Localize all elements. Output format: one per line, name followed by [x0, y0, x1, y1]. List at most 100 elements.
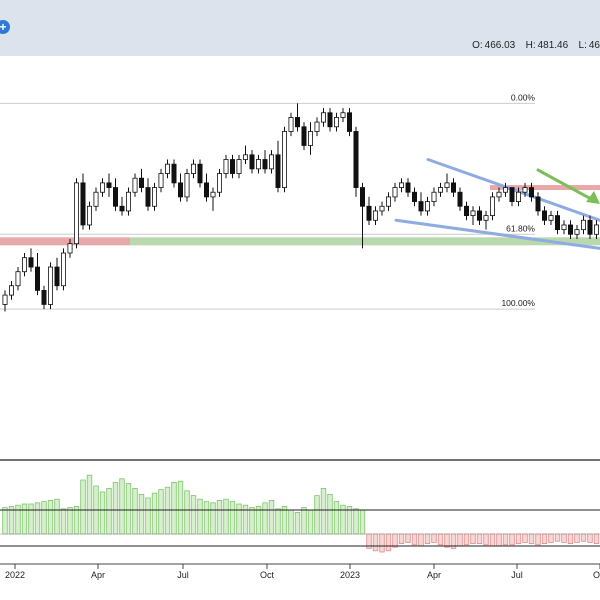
candle-body [236, 159, 242, 174]
x-tick-label: 2023 [340, 570, 360, 580]
candle-body [61, 252, 67, 287]
histogram-bar [119, 478, 125, 535]
arrow-head [586, 191, 600, 204]
support-band-green-segment [130, 237, 600, 246]
candle [138, 168, 144, 193]
candle-body [561, 224, 567, 231]
ohlc-high-label: H: [525, 40, 536, 51]
price-chart[interactable]: 0.00% 61.80% 100.00% 2022 Apr Jul Oct 2023 Apr J… [0, 56, 600, 600]
candle [281, 126, 287, 193]
candle [314, 117, 320, 137]
candle [93, 187, 99, 211]
annotation-arrow [536, 168, 600, 204]
candle [2, 290, 8, 312]
candle [405, 178, 411, 197]
histogram-bar [424, 533, 431, 545]
candle [327, 108, 333, 132]
candle [333, 112, 339, 132]
candle-body [171, 163, 177, 184]
candle [80, 173, 86, 230]
candle [483, 210, 489, 230]
histogram-bar [385, 533, 392, 552]
candle [379, 201, 385, 216]
histogram-bar [580, 533, 587, 542]
candle [275, 140, 281, 193]
candle-body [392, 187, 398, 198]
candle-body [41, 290, 47, 305]
candle [184, 168, 190, 202]
candle-body [184, 173, 190, 198]
candle-body [106, 182, 112, 188]
candle-body [126, 191, 132, 212]
candle [555, 210, 561, 235]
histogram-bar [288, 509, 294, 535]
histogram-bar [489, 533, 496, 547]
candle-body [411, 191, 417, 202]
candle-body [372, 210, 378, 221]
histogram-bar [574, 533, 580, 543]
candle-body [574, 229, 580, 235]
histogram-bar [73, 505, 80, 535]
candle-body [262, 159, 268, 170]
candle [340, 108, 346, 123]
candle-body [379, 205, 385, 212]
histogram-bar [567, 533, 574, 545]
candle [489, 192, 495, 221]
candle [158, 168, 164, 193]
candle-body [463, 205, 469, 217]
candle [587, 215, 593, 239]
histogram-bar [203, 501, 210, 535]
candle-body [581, 219, 587, 231]
histogram-bar [216, 499, 223, 535]
candle [431, 187, 437, 207]
candle [177, 173, 183, 202]
candle-body [164, 163, 170, 174]
histogram-bar [444, 533, 450, 548]
histogram-bar [463, 533, 470, 546]
histogram-bar [411, 533, 418, 546]
histogram-bar [431, 533, 437, 543]
candle-body [288, 117, 294, 132]
candle-body [54, 266, 60, 287]
histogram-bar [262, 502, 268, 535]
histogram-bar [164, 486, 171, 535]
candle [294, 103, 300, 132]
histogram-bar [372, 533, 379, 552]
chart-header-bar: + O: 466.03 H: 481.46 L: 46 [0, 0, 600, 56]
histogram-bar [177, 480, 184, 535]
candle-body [502, 187, 508, 193]
candle [444, 173, 450, 193]
candle-body [113, 187, 119, 207]
histogram-bar [197, 498, 203, 535]
histogram-bar [496, 533, 502, 547]
candle-body [548, 215, 554, 221]
histogram-bar [314, 495, 320, 535]
candle-body [359, 187, 365, 207]
histogram-bar [99, 491, 106, 535]
candle [132, 173, 138, 197]
arrow-shaft [536, 168, 596, 203]
histogram-bar [268, 499, 275, 535]
histogram-bar [275, 508, 281, 535]
histogram-bar [327, 493, 333, 535]
add-indicator-icon[interactable]: + [0, 20, 10, 34]
candle [542, 206, 548, 225]
ohlc-low-value: 46 [588, 40, 600, 51]
candle-body [366, 205, 372, 221]
x-tick-label: Apr [91, 570, 105, 580]
x-tick-label: O [593, 570, 600, 580]
histogram-indicator [0, 474, 600, 553]
candle-body [35, 266, 41, 291]
candle [236, 154, 242, 179]
x-tick-label: Oct [260, 570, 275, 580]
resistance-band [490, 185, 600, 191]
histogram-bar [418, 533, 424, 547]
candle [171, 159, 177, 188]
histogram-bar [125, 483, 132, 535]
candle [268, 150, 274, 174]
histogram-bar [8, 505, 15, 535]
ohlc-open-label: O: [472, 40, 483, 51]
candle [346, 108, 352, 137]
candle-body [294, 117, 300, 128]
histogram-bar [353, 508, 359, 535]
